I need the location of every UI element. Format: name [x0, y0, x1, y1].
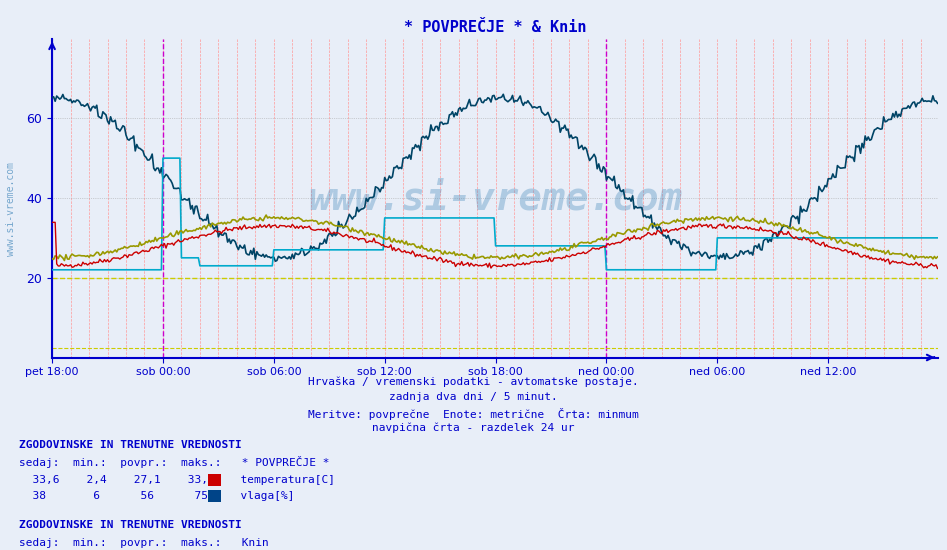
- Text: Meritve: povprečne  Enote: metrične  Črta: minmum: Meritve: povprečne Enote: metrične Črta:…: [308, 408, 639, 420]
- Text: www.si-vreme.com: www.si-vreme.com: [308, 179, 682, 217]
- Text: sedaj:  min.:  povpr.:  maks.:   * POVPREČJE *: sedaj: min.: povpr.: maks.: * POVPREČJE …: [19, 456, 330, 468]
- Text: navpična črta - razdelek 24 ur: navpična črta - razdelek 24 ur: [372, 423, 575, 433]
- Text: 33,6    2,4    27,1    33,9: 33,6 2,4 27,1 33,9: [19, 475, 215, 486]
- Text: zadnja dva dni / 5 minut.: zadnja dva dni / 5 minut.: [389, 392, 558, 402]
- Text: ZGODOVINSKE IN TRENUTNE VREDNOSTI: ZGODOVINSKE IN TRENUTNE VREDNOSTI: [19, 440, 241, 450]
- Text: ZGODOVINSKE IN TRENUTNE VREDNOSTI: ZGODOVINSKE IN TRENUTNE VREDNOSTI: [19, 520, 241, 530]
- Text: temperatura[C]: temperatura[C]: [227, 475, 335, 486]
- Text: vlaga[%]: vlaga[%]: [227, 491, 295, 501]
- Text: Hrvaška / vremenski podatki - avtomatske postaje.: Hrvaška / vremenski podatki - avtomatske…: [308, 377, 639, 387]
- Text: sedaj:  min.:  povpr.:  maks.:   Knin: sedaj: min.: povpr.: maks.: Knin: [19, 537, 269, 548]
- Title: * POVPREČJE * & Knin: * POVPREČJE * & Knin: [403, 20, 586, 35]
- Text: www.si-vreme.com: www.si-vreme.com: [7, 162, 16, 256]
- Text: 38       6      56      75: 38 6 56 75: [19, 491, 208, 501]
